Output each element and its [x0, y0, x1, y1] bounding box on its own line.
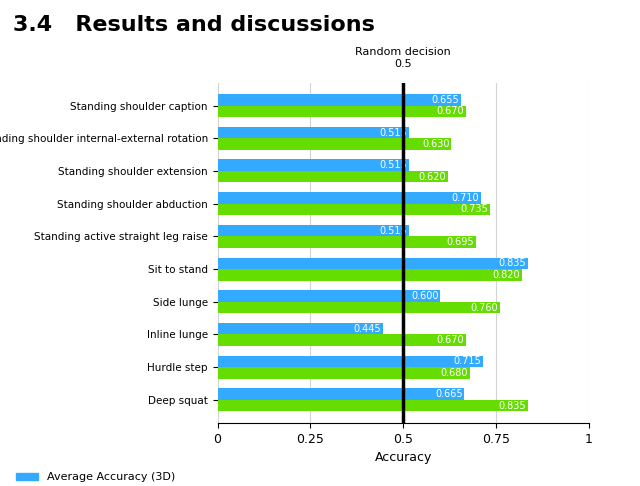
Bar [218, 323, 383, 334]
Text: 0.760: 0.760 [470, 302, 498, 312]
Text: 0.600: 0.600 [411, 291, 438, 301]
Text: 0.515: 0.515 [379, 226, 407, 236]
Bar [218, 94, 461, 105]
Bar [218, 171, 448, 182]
Text: 0.710: 0.710 [452, 193, 479, 203]
Legend: Average Accuracy (3D), Average Accuracy (Angles): Average Accuracy (3D), Average Accuracy … [12, 468, 202, 486]
Bar [218, 388, 465, 400]
Text: 0.735: 0.735 [461, 205, 488, 214]
X-axis label: Accuracy: Accuracy [374, 451, 432, 464]
Text: 0.715: 0.715 [453, 357, 481, 366]
Text: 0.445: 0.445 [353, 324, 381, 334]
Bar [218, 225, 409, 236]
Bar [218, 302, 500, 313]
Bar [218, 356, 483, 367]
Bar [218, 258, 527, 269]
Text: Random decision
0.5: Random decision 0.5 [355, 48, 451, 69]
Text: 0.665: 0.665 [435, 389, 463, 399]
Text: 0.835: 0.835 [498, 400, 525, 411]
Bar [218, 138, 451, 150]
Text: 0.670: 0.670 [437, 335, 465, 345]
Text: 0.515: 0.515 [379, 160, 407, 170]
Bar [218, 127, 409, 138]
Bar [218, 400, 527, 411]
Bar [218, 204, 490, 215]
Text: 0.820: 0.820 [493, 270, 520, 280]
Text: 3.4   Results and discussions: 3.4 Results and discussions [13, 15, 374, 35]
Text: 0.655: 0.655 [431, 95, 459, 105]
Bar [218, 192, 481, 204]
Text: 0.835: 0.835 [498, 259, 525, 268]
Bar [218, 236, 476, 248]
Text: 0.515: 0.515 [379, 127, 407, 138]
Bar [218, 367, 470, 379]
Bar [218, 159, 409, 171]
Text: 0.630: 0.630 [422, 139, 449, 149]
Text: 0.620: 0.620 [419, 172, 446, 182]
Text: 0.670: 0.670 [437, 106, 465, 116]
Bar [218, 105, 467, 117]
Bar [218, 290, 440, 302]
Bar [218, 269, 522, 280]
Text: 0.695: 0.695 [446, 237, 474, 247]
Text: 0.680: 0.680 [441, 368, 468, 378]
Bar [218, 334, 467, 346]
